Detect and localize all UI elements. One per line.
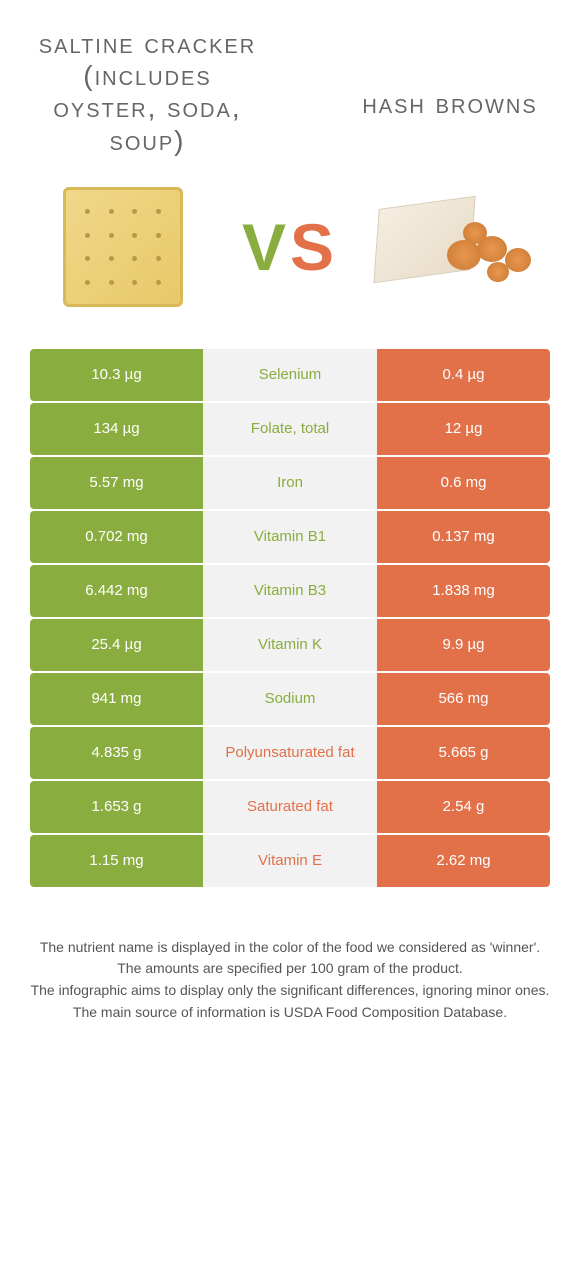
value-left: 1.653 g [30,781,203,833]
footer-notes: The nutrient name is displayed in the co… [0,887,580,1024]
value-left: 25.4 µg [30,619,203,671]
value-right: 0.6 mg [377,457,550,509]
food-title-left: Saltine cracker (includes oyster, soda, … [30,28,265,157]
comparison-table: 10.3 µgSelenium0.4 µg134 µgFolate, total… [30,347,550,887]
value-left: 4.835 g [30,727,203,779]
value-left: 134 µg [30,403,203,455]
nutrient-name: Polyunsaturated fat [203,727,377,779]
nutrient-name: Vitamin B1 [203,511,377,563]
value-left: 10.3 µg [30,349,203,401]
nutrient-name: Selenium [203,349,377,401]
value-left: 0.702 mg [30,511,203,563]
table-row: 134 µgFolate, total12 µg [30,401,550,455]
value-right: 0.137 mg [377,511,550,563]
value-right: 0.4 µg [377,349,550,401]
table-row: 6.442 mgVitamin B31.838 mg [30,563,550,617]
value-left: 941 mg [30,673,203,725]
nutrient-name: Vitamin B3 [203,565,377,617]
footer-line: The nutrient name is displayed in the co… [22,937,558,959]
table-row: 10.3 µgSelenium0.4 µg [30,347,550,401]
table-row: 1.653 gSaturated fat2.54 g [30,779,550,833]
table-row: 25.4 µgVitamin K9.9 µg [30,617,550,671]
table-row: 4.835 gPolyunsaturated fat5.665 g [30,725,550,779]
value-right: 566 mg [377,673,550,725]
nutrient-name: Vitamin K [203,619,377,671]
value-right: 2.54 g [377,781,550,833]
header: Saltine cracker (includes oyster, soda, … [0,0,580,157]
food-title-right: Hash browns [350,88,550,157]
hashbrowns-icon [377,192,537,302]
food-image-right [372,177,542,317]
vs-v: V [242,210,290,284]
value-right: 12 µg [377,403,550,455]
value-left: 5.57 mg [30,457,203,509]
vs-row: VS [0,157,580,347]
vs-label: VS [242,209,338,285]
table-row: 0.702 mgVitamin B10.137 mg [30,509,550,563]
value-right: 5.665 g [377,727,550,779]
value-right: 1.838 mg [377,565,550,617]
nutrient-name: Folate, total [203,403,377,455]
footer-line: The amounts are specified per 100 gram o… [22,958,558,980]
value-right: 9.9 µg [377,619,550,671]
nutrient-name: Vitamin E [203,835,377,887]
cracker-icon [63,187,183,307]
nutrient-name: Saturated fat [203,781,377,833]
food-image-left [38,177,208,317]
value-left: 1.15 mg [30,835,203,887]
table-row: 5.57 mgIron0.6 mg [30,455,550,509]
nutrient-name: Iron [203,457,377,509]
value-right: 2.62 mg [377,835,550,887]
table-row: 941 mgSodium566 mg [30,671,550,725]
footer-line: The infographic aims to display only the… [22,980,558,1002]
table-row: 1.15 mgVitamin E2.62 mg [30,833,550,887]
value-left: 6.442 mg [30,565,203,617]
vs-s: S [290,210,338,284]
footer-line: The main source of information is USDA F… [22,1002,558,1024]
nutrient-name: Sodium [203,673,377,725]
